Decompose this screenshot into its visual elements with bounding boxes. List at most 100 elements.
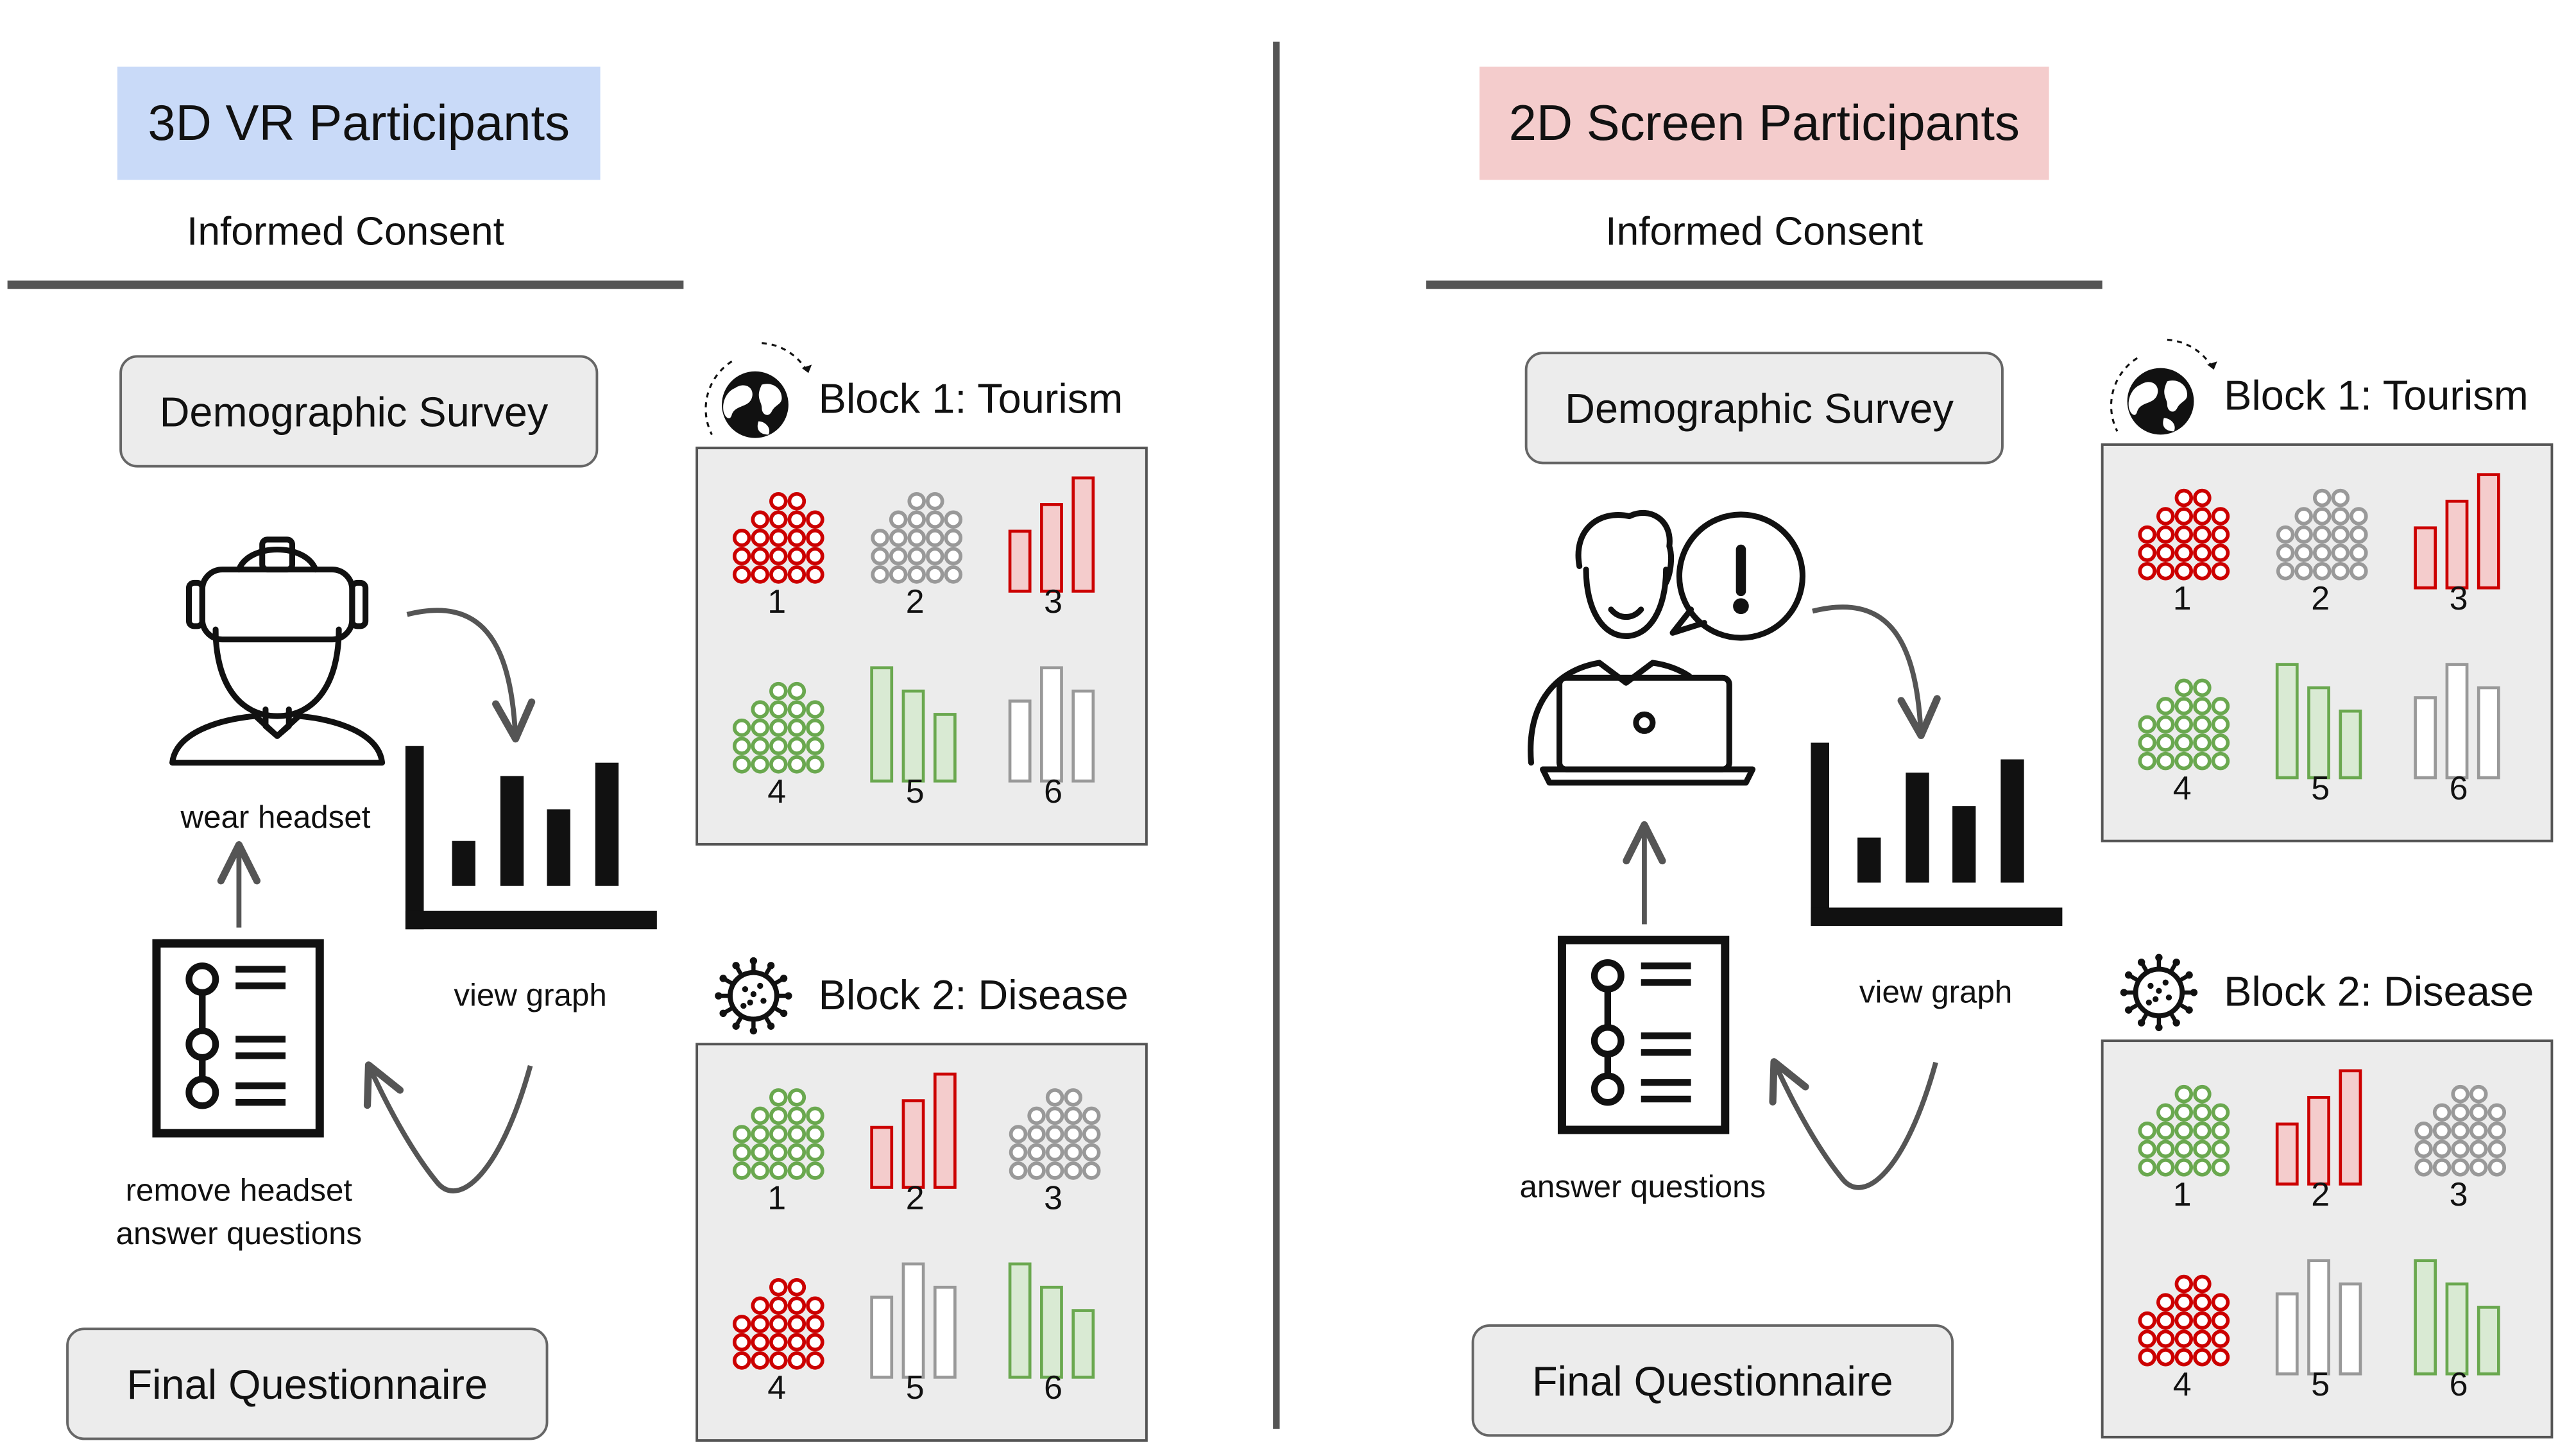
bar-chart-thumbnail xyxy=(870,1072,957,1189)
person-icon xyxy=(2174,1311,2194,1330)
screen-panel: 2D Screen Participants Informed Consent … xyxy=(1426,66,2554,1439)
cell-number: 1 xyxy=(767,583,786,620)
person-icon xyxy=(769,1088,788,1107)
person-icon xyxy=(2331,525,2350,544)
person-icon xyxy=(751,1161,770,1180)
person-icon xyxy=(2312,507,2332,525)
person-icon xyxy=(2331,543,2350,562)
vr-consent-label: Informed Consent xyxy=(187,210,504,254)
person-icon xyxy=(769,491,788,511)
person-icon-cluster xyxy=(2276,488,2368,581)
person-icon-cluster xyxy=(2414,1084,2507,1177)
person-icon xyxy=(806,755,824,774)
person-icon xyxy=(2211,1329,2230,1348)
person-icon xyxy=(2174,1103,2194,1122)
person-icon xyxy=(769,681,788,701)
bar xyxy=(1071,689,1095,783)
person-icon xyxy=(2174,543,2194,562)
person-icon xyxy=(2414,1158,2433,1177)
person-icon xyxy=(2451,1103,2469,1122)
virus-icon xyxy=(2120,953,2198,1032)
screen-consent-label: Informed Consent xyxy=(1605,210,1923,254)
person-icon xyxy=(2193,751,2212,771)
person-icon xyxy=(2211,525,2230,544)
person-icon xyxy=(2156,1140,2175,1159)
bar xyxy=(2339,709,2362,780)
bar xyxy=(901,1262,925,1379)
person-icon xyxy=(889,565,908,584)
person-icon-cluster xyxy=(732,681,824,774)
person-icon xyxy=(769,1161,788,1180)
person-icon xyxy=(2294,561,2313,581)
person-icon xyxy=(2156,543,2175,562)
person-icon xyxy=(769,1143,788,1162)
person-icon xyxy=(751,1315,770,1333)
person-icon xyxy=(2174,1140,2194,1159)
cell-number: 1 xyxy=(2173,1175,2192,1213)
person-icon xyxy=(787,681,806,701)
person-icon xyxy=(2276,543,2295,562)
person-icon xyxy=(769,1277,788,1297)
person-icon xyxy=(1045,1161,1064,1180)
person-icon xyxy=(2211,561,2230,581)
person-icon xyxy=(907,547,926,566)
person-icon xyxy=(2193,1103,2212,1122)
person-icon xyxy=(1009,1143,1028,1162)
bar xyxy=(2307,1096,2330,1186)
screen-survey-label: Demographic Survey xyxy=(1565,385,1954,432)
person-icon xyxy=(2451,1122,2469,1140)
person-icon xyxy=(2174,1158,2194,1177)
checklist-icon xyxy=(152,939,324,1138)
person-icon xyxy=(787,565,806,584)
vr-questions-label-1: remove headset xyxy=(126,1172,353,1208)
bar xyxy=(1008,1262,1032,1379)
person-icon xyxy=(769,1333,788,1352)
person-icon xyxy=(2156,1347,2175,1367)
bar xyxy=(2477,473,2500,590)
person-icon xyxy=(871,565,889,584)
person-icon xyxy=(925,491,944,511)
person-icon xyxy=(871,547,889,566)
person-icon xyxy=(2174,1329,2194,1348)
person-icon xyxy=(2138,1347,2157,1367)
person-icon xyxy=(2211,1158,2230,1177)
person-icon xyxy=(2211,543,2230,562)
person-icon xyxy=(2451,1158,2469,1177)
person-icon-cluster xyxy=(2138,678,2230,771)
vr-arrow-to-graph xyxy=(406,608,536,743)
vr-headset-person-icon xyxy=(169,536,386,766)
person-icon xyxy=(1045,1088,1064,1107)
person-icon xyxy=(2174,733,2194,752)
person-icon xyxy=(769,1125,788,1143)
cell-number: 6 xyxy=(1044,1369,1062,1406)
person-icon xyxy=(732,737,751,756)
person-icon xyxy=(2350,525,2368,544)
bar xyxy=(2477,1306,2500,1376)
person-icon xyxy=(1082,1125,1101,1143)
vr-header-background xyxy=(117,66,601,180)
cell-number: 2 xyxy=(906,1179,925,1216)
person-icon xyxy=(806,565,824,584)
cell-number: 4 xyxy=(767,773,786,810)
person-icon xyxy=(2487,1158,2507,1177)
person-icon xyxy=(732,1161,751,1180)
person-icon xyxy=(769,1351,788,1370)
person-icon xyxy=(787,510,806,529)
person-icon xyxy=(2469,1103,2488,1122)
person-icon xyxy=(889,529,908,547)
person-icon-cluster xyxy=(871,491,963,584)
person-icon xyxy=(2211,697,2230,715)
person-icon xyxy=(2156,1329,2175,1348)
cell-number: 2 xyxy=(906,583,925,620)
person-icon xyxy=(2138,751,2157,771)
bar xyxy=(1071,476,1095,593)
bar-chart-thumbnail xyxy=(2414,473,2500,590)
person-icon xyxy=(2156,1311,2175,1330)
person-icon xyxy=(2469,1122,2488,1140)
cell-number: 5 xyxy=(2311,769,2330,807)
screen-block-1: Block 1: Tourism 1 2 3 4 5 6 xyxy=(2101,338,2554,842)
person-icon xyxy=(2193,507,2212,525)
person-icon xyxy=(2414,1122,2433,1140)
block-title: Block 1: Tourism xyxy=(819,375,1123,422)
person-icon xyxy=(732,547,751,566)
